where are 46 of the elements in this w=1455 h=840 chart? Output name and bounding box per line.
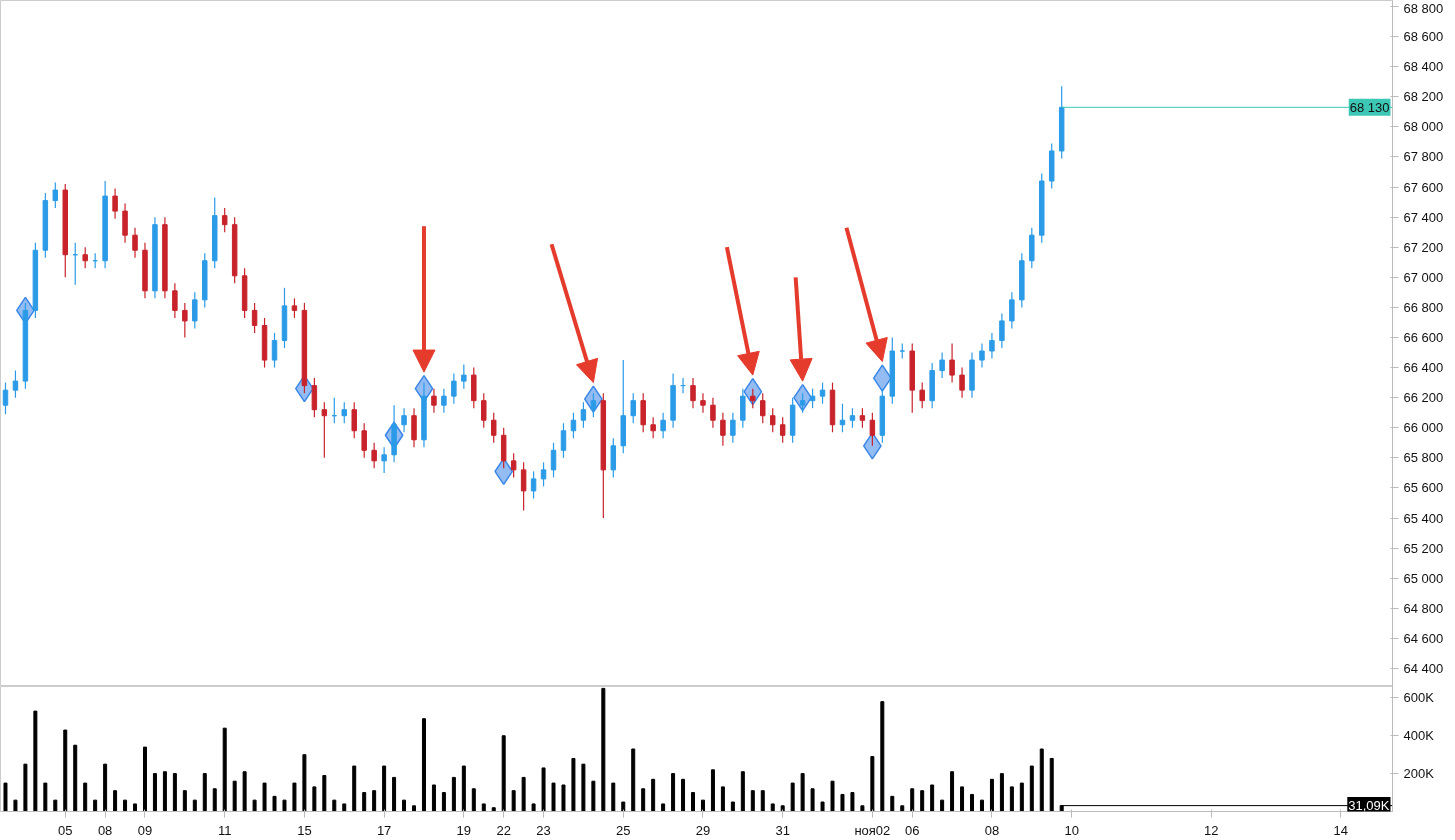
x-tick-label: 25	[616, 822, 631, 838]
y-tick-label: 67 000	[1403, 269, 1444, 285]
y-tick-label: 66 000	[1403, 420, 1444, 436]
x-tick-label: 11	[217, 822, 232, 838]
y-tick-label: 64 800	[1403, 600, 1444, 616]
y-tick-label: 600K	[1403, 690, 1435, 706]
y-tick-label: 68 600	[1403, 29, 1444, 45]
y-tick-label: 66 800	[1403, 299, 1444, 315]
x-tick-label: 15	[297, 822, 312, 838]
y-tick-label: 65 800	[1403, 450, 1444, 466]
y-tick-label: 400K	[1403, 728, 1435, 744]
y-tick-label: 68 400	[1403, 59, 1444, 75]
y-tick-label: 67 200	[1403, 239, 1444, 255]
x-tick-label: 17	[376, 822, 392, 838]
y-tick-label: 64 400	[1403, 660, 1444, 676]
y-tick-label: 65 400	[1403, 510, 1444, 526]
y-tick-label: 68 800	[1403, 0, 1444, 16]
x-tick-label: 14	[1333, 822, 1348, 838]
y-tick-label: 67 600	[1403, 179, 1444, 195]
x-tick-label: 05	[58, 822, 73, 838]
x-tick-label: 08	[97, 822, 113, 838]
y-tick-label: 65 000	[1403, 570, 1444, 586]
y-tick-label: 67 800	[1403, 149, 1444, 165]
y-tick-label: 64 600	[1403, 630, 1444, 646]
x-tick-label: 10	[1064, 822, 1079, 838]
y-tick-label: 67 400	[1403, 209, 1444, 225]
x-tick-label: 08	[984, 822, 1000, 838]
y-tick-label: 66 400	[1403, 360, 1444, 376]
x-tick-label: 12	[1203, 822, 1219, 838]
y-tick-label: 66 600	[1403, 329, 1444, 345]
x-tick-label: 19	[456, 822, 472, 838]
x-tick-label: 23	[536, 822, 551, 838]
y-tick-label: 200K	[1403, 766, 1435, 782]
y-tick-label: 68 200	[1403, 89, 1444, 105]
ref-line-label: 31,09K	[1348, 798, 1390, 814]
y-tick-label: 65 200	[1403, 540, 1444, 556]
x-tick-label: 31	[775, 822, 790, 838]
x-tick-label: 09	[137, 822, 153, 838]
x-tick-label: 22	[496, 822, 511, 838]
x-tick-label: 29	[695, 822, 711, 838]
y-tick-label: 65 600	[1403, 480, 1444, 496]
x-tick-label: 06	[905, 822, 920, 838]
y-tick-label: 68 000	[1403, 119, 1444, 135]
y-tick-label: 66 200	[1403, 390, 1444, 406]
x-tick-label: ноя02	[854, 822, 891, 838]
ref-line-label: 68 130	[1349, 99, 1390, 115]
